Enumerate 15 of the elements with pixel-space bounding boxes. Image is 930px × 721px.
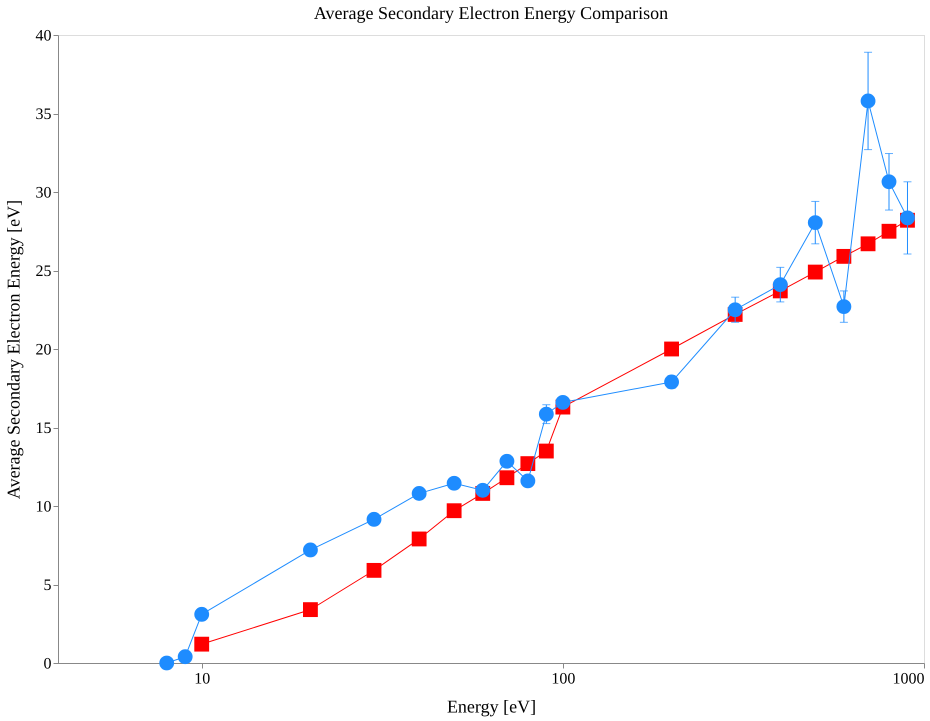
x-tick-label: 10 [194, 670, 210, 688]
y-tick-label: 25 [36, 263, 52, 280]
y-tick-label: 35 [36, 106, 52, 123]
y-tick-label: 0 [44, 656, 52, 672]
y-tick-label: 30 [36, 184, 52, 202]
x-axis-title: Energy [eV] [446, 696, 536, 716]
x-tick-label: 1000 [892, 670, 924, 688]
x-tick-label: 100 [551, 670, 576, 688]
y-tick-label: 5 [44, 577, 52, 594]
y-axis-title: Average Secondary Electron Energy [eV] [4, 200, 24, 500]
y-tick-label: 20 [36, 342, 52, 358]
chart-title: Average Secondary Electron Energy Comparison [314, 3, 668, 23]
y-tick-label: 10 [36, 498, 52, 516]
y-tick-label: 15 [36, 420, 52, 437]
y-tick-label: 40 [36, 28, 52, 44]
